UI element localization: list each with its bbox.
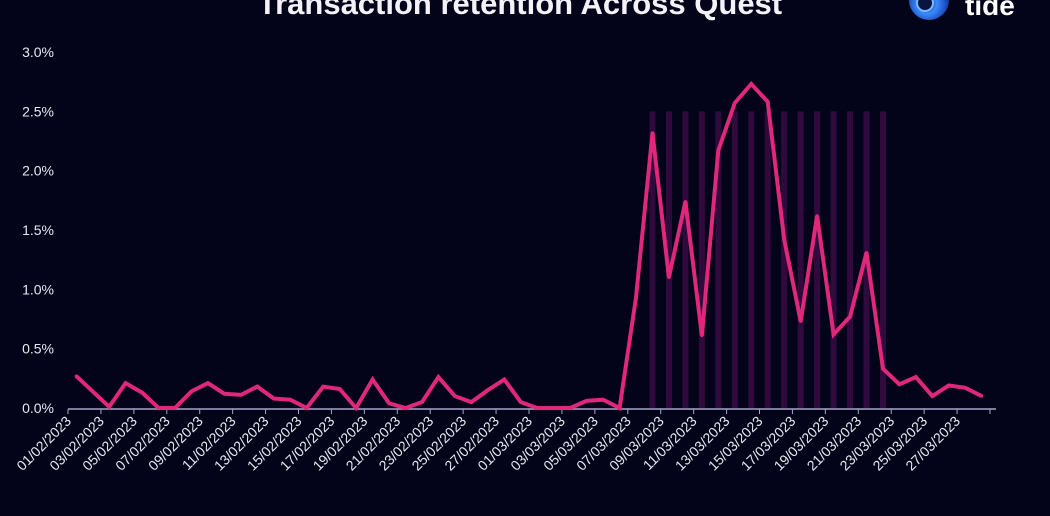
highlight-bar (649, 111, 656, 408)
data-point (585, 399, 589, 403)
data-point (799, 319, 803, 323)
data-point (667, 275, 671, 279)
y-tick-label: 1.0% (22, 281, 54, 297)
highlight-bar (698, 111, 705, 408)
y-tick-label: 2.0% (22, 163, 54, 179)
data-point (930, 394, 934, 398)
data-point (502, 378, 506, 382)
data-point (206, 381, 210, 385)
data-point (947, 383, 951, 387)
data-point (881, 367, 885, 371)
data-point (404, 406, 408, 410)
data-point (486, 388, 490, 392)
highlight-bar (879, 111, 886, 408)
data-point (700, 334, 704, 338)
data-point (601, 398, 605, 402)
data-point (650, 131, 654, 135)
data-point (338, 387, 342, 391)
highlight-bar (847, 111, 854, 408)
data-point (832, 332, 836, 336)
highlight-bar (814, 111, 821, 408)
data-point (140, 391, 144, 395)
data-point (782, 237, 786, 241)
data-point (222, 392, 226, 396)
data-point (469, 400, 473, 404)
brand-name: tide (965, 0, 1015, 21)
data-point (634, 296, 638, 300)
data-point (552, 406, 556, 410)
data-point (354, 406, 358, 410)
data-point (288, 398, 292, 402)
data-point (865, 251, 869, 255)
data-point (519, 400, 523, 404)
data-point (239, 393, 243, 397)
data-point (766, 100, 770, 104)
data-point (420, 400, 424, 404)
y-tick-label: 0.0% (22, 400, 54, 416)
data-point (749, 82, 753, 86)
tide-logo: tide (905, 0, 1045, 30)
tide-logo-icon (909, 0, 949, 20)
data-point (568, 406, 572, 410)
highlight-bar (731, 111, 738, 408)
data-point (436, 375, 440, 379)
data-point (189, 389, 193, 393)
series-line (74, 81, 983, 412)
y-tick-label: 3.0% (22, 44, 54, 60)
data-point (980, 394, 984, 398)
data-point (683, 200, 687, 204)
data-point (453, 394, 457, 398)
y-tick-label: 0.5% (22, 341, 54, 357)
data-point (897, 382, 901, 386)
highlight-bar (781, 111, 788, 408)
data-point (848, 315, 852, 319)
data-point (535, 406, 539, 410)
chart-title: Transaction retention Across Quest (257, 0, 783, 21)
highlight-bar (682, 111, 689, 408)
data-point (371, 378, 375, 382)
data-point (91, 389, 95, 393)
data-point (914, 375, 918, 379)
data-point (815, 214, 819, 218)
highlight-bar (715, 111, 722, 408)
highlight-bar (797, 111, 804, 408)
highlight-bar (665, 111, 672, 408)
data-point (618, 406, 622, 410)
data-point (387, 401, 391, 405)
data-point (716, 148, 720, 152)
highlight-bar (830, 111, 837, 408)
data-point (963, 386, 967, 390)
data-point (74, 374, 78, 378)
data-point (733, 101, 737, 105)
data-point (305, 406, 309, 410)
y-tick-label: 2.5% (22, 103, 54, 119)
data-point (272, 397, 276, 401)
y-tick-label: 1.5% (22, 222, 54, 238)
highlight-bar (764, 111, 771, 408)
data-point (321, 385, 325, 389)
highlight-bar (748, 111, 755, 408)
data-point (107, 405, 111, 409)
data-point (173, 406, 177, 410)
data-point (157, 406, 161, 410)
data-point (255, 385, 259, 389)
data-point (124, 381, 128, 385)
